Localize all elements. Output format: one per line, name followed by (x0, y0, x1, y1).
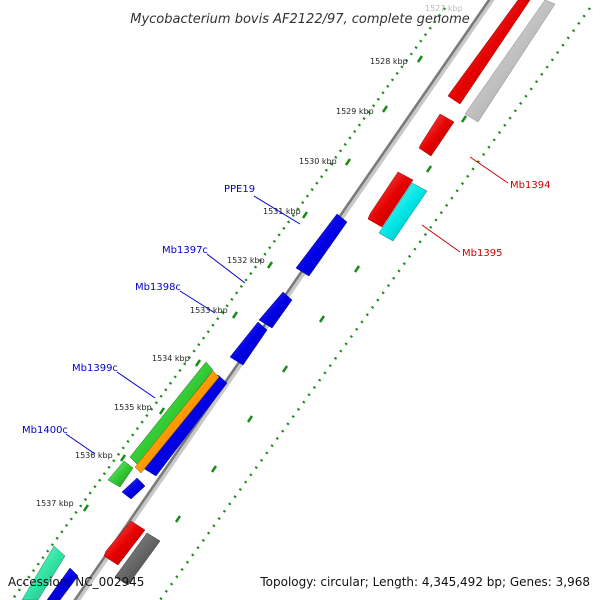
gene-feature-mb1395[interactable] (378, 182, 428, 242)
gene-label-mb1395[interactable]: Mb1395 (462, 248, 502, 259)
map-title: Mycobacterium bovis AF2122/97, complete … (130, 12, 469, 27)
gene-feature-red[interactable] (447, 0, 531, 105)
gene-feature-mb1394[interactable] (367, 171, 414, 228)
tick-label: 1537 kbp (36, 499, 74, 508)
tick-label: 1527 kbp (425, 4, 463, 13)
gene-feature-red[interactable] (103, 520, 146, 566)
gene-feature-mb1397c[interactable] (258, 291, 293, 329)
gene-feature-red[interactable] (418, 113, 455, 157)
dotted-track-inner (158, 7, 592, 600)
summary-text: Topology: circular; Length: 4,345,492 bp… (259, 575, 590, 589)
gene-feature-blue[interactable] (46, 567, 79, 600)
gene-feature-mb1398c[interactable] (229, 321, 268, 366)
gene-label-mb1397c[interactable]: Mb1397c (162, 245, 208, 256)
gene-feature-grey[interactable] (464, 0, 556, 123)
tick-label: 1528 kbp (370, 57, 408, 66)
tick-label: 1531 kbp (263, 207, 301, 216)
gene-feature-ppe19[interactable] (295, 213, 348, 277)
gene-label-ppe19[interactable]: PPE19 (224, 184, 255, 195)
kbp-labels: 1527 kbp 1528 kbp 1529 kbp 1530 kbp 1531… (36, 4, 463, 508)
gene-labels: PPE19 Mb1397c Mb1398c Mb1399c Mb1400c Mb… (22, 180, 550, 436)
gene-label-mb1394[interactable]: Mb1394 (510, 180, 550, 191)
tick-label: 1530 kbp (299, 157, 337, 166)
tick-label: 1532 kbp (227, 256, 265, 265)
reverse-features (21, 213, 348, 600)
tick-label: 1536 kbp (75, 451, 113, 460)
tick-label: 1533 kbp (190, 306, 228, 315)
dotted-track-outer (10, 7, 447, 600)
tick-label: 1535 kbp (114, 403, 152, 412)
gene-feature-teal[interactable] (21, 545, 66, 600)
gene-label-mb1400c[interactable]: Mb1400c (22, 425, 68, 436)
tick-label: 1534 kbp (152, 354, 190, 363)
gene-feature-mb1400c-green[interactable] (107, 460, 134, 488)
forward-features (103, 0, 556, 586)
gene-feature-dark-grey[interactable] (114, 532, 161, 586)
gene-label-mb1399c[interactable]: Mb1399c (72, 363, 118, 374)
gene-label-mb1398c[interactable]: Mb1398c (135, 282, 181, 293)
gene-feature-orange[interactable] (134, 370, 220, 474)
gene-feature-mb1400c[interactable] (121, 477, 146, 500)
leader-lines (65, 156, 509, 455)
tick-label: 1529 kbp (336, 107, 374, 116)
accession-text: Accession: NC_002945 (8, 575, 144, 589)
tick-marks (82, 55, 468, 523)
